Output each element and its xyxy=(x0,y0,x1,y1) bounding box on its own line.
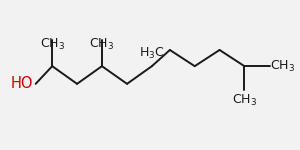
Text: HO: HO xyxy=(10,76,33,91)
Text: CH$_3$: CH$_3$ xyxy=(40,37,65,52)
Text: CH$_3$: CH$_3$ xyxy=(270,59,296,74)
Text: CH$_3$: CH$_3$ xyxy=(89,37,115,52)
Text: H$_3$C: H$_3$C xyxy=(140,46,165,61)
Text: CH$_3$: CH$_3$ xyxy=(232,93,257,108)
